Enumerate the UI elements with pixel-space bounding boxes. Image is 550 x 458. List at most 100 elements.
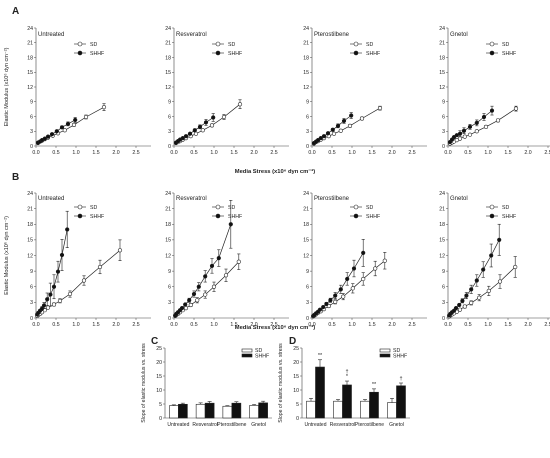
y-tick-label: 21 — [27, 206, 33, 212]
y-axis-label: Elastic Modulus (x10⁶ dyn cm⁻²) — [3, 216, 10, 295]
data-point — [315, 138, 321, 143]
data-point — [457, 302, 462, 308]
bar-shhf — [258, 402, 268, 419]
panel-letter-c: C — [151, 336, 158, 347]
legend-label: SHHF — [90, 214, 104, 220]
significance-mark: † — [399, 376, 402, 382]
y-tick-label: 21 — [439, 206, 445, 212]
y-tick-label: 12 — [303, 253, 309, 259]
data-point — [183, 306, 189, 311]
data-point — [377, 106, 383, 111]
data-point — [51, 302, 57, 307]
data-point — [513, 106, 519, 111]
legend-swatch-sd — [379, 348, 391, 353]
x-tick-label: 2.5 — [132, 322, 139, 328]
data-point — [469, 287, 474, 292]
category-label: Untreated — [167, 422, 189, 428]
legend-label: SD — [90, 42, 97, 48]
data-point — [211, 115, 216, 120]
y-tick-label: 18 — [27, 55, 33, 61]
x-tick-label: 0.0 — [308, 150, 315, 156]
legend-marker — [353, 204, 359, 210]
y-tick-label: 24 — [303, 26, 309, 32]
panel-d: 0 5 10 15 20 25 Slope of elastic modulus vs. s… — [278, 343, 410, 428]
category-label: Gnetol — [389, 422, 404, 428]
data-point — [55, 269, 61, 274]
data-point — [57, 298, 63, 303]
data-point — [221, 114, 227, 120]
data-point — [462, 134, 467, 139]
x-tick-label: 0.5 — [328, 322, 335, 328]
legend-label: SHHF — [90, 51, 104, 57]
data-point — [318, 136, 323, 141]
data-point — [330, 127, 335, 132]
y-tick-label: 0 — [296, 416, 299, 422]
significance-mark: † — [345, 369, 348, 375]
y-tick-label: 6 — [306, 114, 309, 120]
subplot-title: Untreated — [38, 196, 64, 202]
data-point — [191, 291, 197, 297]
y-tick-label: 15 — [439, 70, 445, 76]
y-tick-label: 0 — [30, 144, 33, 150]
x-tick-label: 2.0 — [112, 322, 119, 328]
x-tick-label: 2.5 — [270, 150, 277, 156]
category-label: Untreated — [305, 422, 327, 428]
data-point — [180, 136, 185, 141]
y-tick-label: 0 — [168, 316, 171, 322]
data-point — [461, 128, 467, 133]
category-label: Resveratrol — [330, 422, 356, 428]
legend-swatch-shhf — [379, 353, 391, 358]
legend-label: SHHF — [366, 51, 380, 57]
data-point — [359, 116, 365, 121]
data-point — [457, 307, 463, 312]
data-point — [197, 124, 203, 129]
x-tick-label: 2.0 — [250, 150, 257, 156]
data-point — [460, 298, 465, 303]
y-tick-label: 15 — [27, 70, 33, 76]
y-tick-label: 3 — [306, 300, 309, 306]
y-tick-label: 3 — [30, 129, 33, 135]
x-tick-label: 1.5 — [504, 322, 511, 328]
bar-shhf — [178, 403, 188, 419]
x-tick-label: 0.0 — [444, 150, 451, 156]
x-tick-label: 1.0 — [72, 150, 79, 156]
subplot-b-2: 0 3 6 9 12 15 18 21 24 0.0 0.5 1.0 1.5 2.0 2.5 Pterosti… — [303, 191, 427, 328]
y-tick-label: 10 — [156, 388, 162, 394]
data-point — [193, 131, 199, 136]
y-tick-label: 9 — [168, 100, 171, 106]
legend-marker — [353, 41, 359, 47]
y-tick-label: 9 — [30, 269, 33, 275]
category-label: Resveratrol — [192, 422, 218, 428]
y-tick-label: 3 — [306, 129, 309, 135]
data-point — [71, 122, 77, 127]
x-tick-label: 1.5 — [368, 150, 375, 156]
x-tick-label: 1.0 — [210, 150, 217, 156]
legend-marker — [353, 213, 359, 219]
data-point — [317, 307, 323, 312]
x-tick-label: 0.0 — [308, 322, 315, 328]
x-tick-label: 1.0 — [484, 150, 491, 156]
data-point — [83, 114, 89, 120]
y-tick-label: 24 — [165, 191, 171, 197]
bar-shhf — [342, 384, 352, 419]
data-point — [187, 131, 193, 136]
y-tick-label: 10 — [293, 388, 299, 394]
data-point — [188, 302, 193, 308]
y-axis-label: Slope of elastic modulus vs. stress — [278, 343, 284, 423]
x-tick-label: 0.5 — [464, 322, 471, 328]
y-tick-label: 12 — [27, 253, 33, 259]
data-point — [237, 102, 243, 107]
x-tick-label: 0.0 — [170, 322, 177, 328]
data-point — [349, 113, 354, 118]
data-point — [474, 129, 479, 134]
series-line-shhf — [312, 252, 364, 317]
data-point — [338, 128, 343, 133]
y-tick-label: 12 — [439, 253, 445, 259]
series-line-shhf — [174, 224, 232, 316]
y-tick-label: 9 — [168, 269, 171, 275]
data-point — [331, 131, 337, 136]
bar-shhf — [396, 385, 406, 419]
x-tick-label: 0.5 — [190, 322, 197, 328]
subplot-title: Resveratrol — [176, 196, 207, 202]
data-point — [54, 129, 59, 134]
